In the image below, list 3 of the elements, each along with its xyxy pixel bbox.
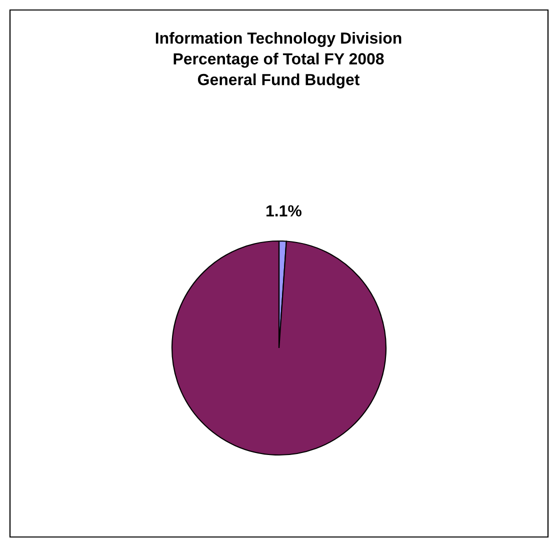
data-label: 1.1% — [266, 205, 302, 216]
pie-slice — [171, 240, 387, 456]
chart-title: Information Technology Division Percentage of Total FY 2008 General Fund Budget — [156, 32, 402, 88]
